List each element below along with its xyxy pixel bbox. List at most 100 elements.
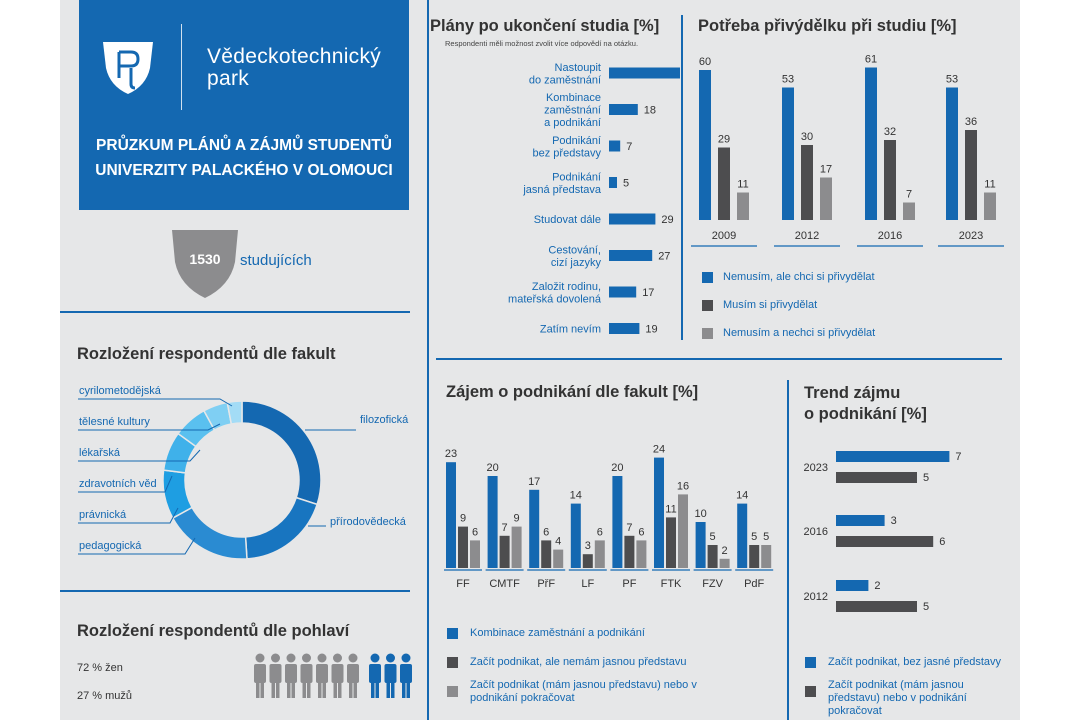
faculty-bar bbox=[666, 517, 676, 568]
respondent-count-label: studujících bbox=[240, 252, 312, 269]
faculty-value: 5 bbox=[751, 531, 757, 543]
person-leg-icon bbox=[271, 682, 275, 698]
income-value: 53 bbox=[946, 74, 958, 86]
income-value: 60 bbox=[699, 56, 711, 68]
plan-bar bbox=[609, 213, 656, 225]
person-head-icon bbox=[386, 653, 395, 663]
survey-title-line1: PRŮZKUM PLÁNŮ A ZÁJMŮ STUDENTŮ bbox=[96, 137, 392, 154]
faculty-bar bbox=[511, 526, 522, 568]
faculty-value: 20 bbox=[486, 462, 498, 474]
person-leg-icon bbox=[276, 682, 280, 698]
income-bar bbox=[737, 192, 749, 220]
faculty-value: 24 bbox=[653, 444, 665, 456]
income-value: 11 bbox=[737, 179, 748, 191]
legend-swatch bbox=[702, 272, 713, 283]
person-leg-icon bbox=[386, 682, 390, 698]
faculty-value: 7 bbox=[626, 522, 632, 534]
trend-value: 5 bbox=[923, 601, 929, 613]
plan-category-label: zaměstnání bbox=[544, 105, 601, 117]
divider bbox=[436, 358, 1002, 360]
faculty-bar bbox=[529, 489, 540, 568]
income-year-label: 2016 bbox=[878, 230, 902, 242]
person-head-icon bbox=[370, 653, 380, 663]
university-logo-icon bbox=[103, 42, 153, 94]
income-value: 7 bbox=[906, 189, 912, 201]
trend-bar bbox=[836, 580, 869, 591]
faculty-bar bbox=[582, 554, 593, 568]
plan-value: 18 bbox=[644, 105, 656, 117]
plan-value: 5 bbox=[623, 178, 629, 190]
survey-title-line2: UNIVERZITY PALACKÉHO V OLOMOUCI bbox=[95, 162, 393, 179]
faculty-code-label: FZV bbox=[702, 578, 723, 590]
plan-category-label: Studovat dále bbox=[534, 214, 601, 226]
faculty-value: 4 bbox=[555, 536, 561, 548]
legend-label: Začít podnikat, bez jasné představy bbox=[828, 656, 1002, 668]
faculty-code-label: LF bbox=[581, 578, 594, 590]
person-body-icon bbox=[331, 664, 344, 683]
person-leg-icon bbox=[307, 682, 311, 698]
infographic-page: Vědeckotechnický park PRŮZKUM PLÁNŮ A ZÁ… bbox=[60, 0, 1020, 720]
legend-swatch bbox=[447, 686, 458, 697]
trend-value: 6 bbox=[939, 536, 945, 548]
plan-bar bbox=[609, 67, 680, 79]
plan-bar bbox=[609, 250, 653, 261]
brand-name: Vědeckotechnický park bbox=[207, 45, 382, 90]
faculties-title: Rozložení respondentů dle fakult bbox=[77, 345, 336, 363]
person-leg-icon bbox=[302, 682, 306, 698]
leader-line bbox=[78, 507, 179, 524]
faculties-donut-chart bbox=[78, 398, 356, 560]
plan-category-label: Kombinace bbox=[546, 92, 601, 104]
plan-category-label: Nastoupit bbox=[555, 62, 601, 74]
legend-swatch bbox=[702, 328, 713, 339]
faculty-value: 3 bbox=[585, 540, 591, 552]
legend-label: Kombinace zaměstnání a podnikání bbox=[470, 627, 645, 639]
donut-slice-cyrilometodějská bbox=[226, 400, 243, 425]
plan-bar bbox=[609, 177, 617, 188]
income-bar bbox=[782, 87, 794, 220]
person-body-icon bbox=[369, 664, 381, 683]
trend-year-label: 2016 bbox=[804, 526, 828, 538]
faculty-bar bbox=[654, 457, 664, 568]
person-body-icon bbox=[384, 664, 397, 683]
plan-value: 17 bbox=[642, 287, 654, 299]
income-bar bbox=[984, 192, 996, 220]
trend-bar bbox=[836, 472, 917, 483]
faculty-label: přírodovědecká bbox=[330, 516, 406, 528]
legend-swatch bbox=[805, 657, 816, 668]
faculty-value: 7 bbox=[502, 522, 508, 534]
person-leg-icon bbox=[402, 682, 406, 698]
plans-bar-chart: 60Nastoupitdo zaměstnání18Kombinacezaměs… bbox=[508, 62, 680, 336]
faculty-code-label: CMTF bbox=[489, 578, 520, 590]
person-leg-icon bbox=[338, 682, 342, 698]
trend-bar bbox=[836, 451, 950, 462]
faculty-code-label: PF bbox=[622, 578, 636, 590]
income-bar bbox=[699, 70, 711, 220]
legend-label: Nemusím, ale chci si přivydělat bbox=[723, 271, 875, 283]
divider bbox=[60, 590, 410, 592]
faculty-bar bbox=[470, 540, 480, 568]
plan-category-label: do zaměstnání bbox=[529, 74, 601, 86]
person-head-icon bbox=[348, 653, 358, 663]
trend-value: 2 bbox=[874, 580, 880, 592]
person-body-icon bbox=[400, 664, 412, 683]
income-year-label: 2023 bbox=[959, 230, 983, 242]
plan-bar bbox=[609, 323, 640, 334]
person-head-icon bbox=[255, 653, 265, 663]
plan-value: 27 bbox=[658, 251, 670, 263]
person-head-icon bbox=[401, 653, 411, 663]
income-bar bbox=[965, 130, 977, 220]
person-head-icon bbox=[271, 653, 280, 663]
legend-swatch bbox=[447, 657, 458, 668]
income-value: 17 bbox=[820, 164, 832, 176]
faculty-label: pedagogická bbox=[79, 540, 142, 552]
faculty-bar bbox=[719, 558, 730, 568]
person-leg-icon bbox=[291, 682, 295, 698]
gender-title: Rozložení respondentů dle pohlaví bbox=[77, 622, 350, 640]
income-value: 61 bbox=[865, 55, 877, 66]
person-leg-icon bbox=[318, 682, 322, 698]
plan-value: 19 bbox=[645, 324, 657, 336]
chart-title: Plány po ukončení studia [%] bbox=[430, 17, 660, 35]
person-leg-icon bbox=[256, 682, 260, 698]
faculty-label: filozofická bbox=[360, 414, 409, 426]
